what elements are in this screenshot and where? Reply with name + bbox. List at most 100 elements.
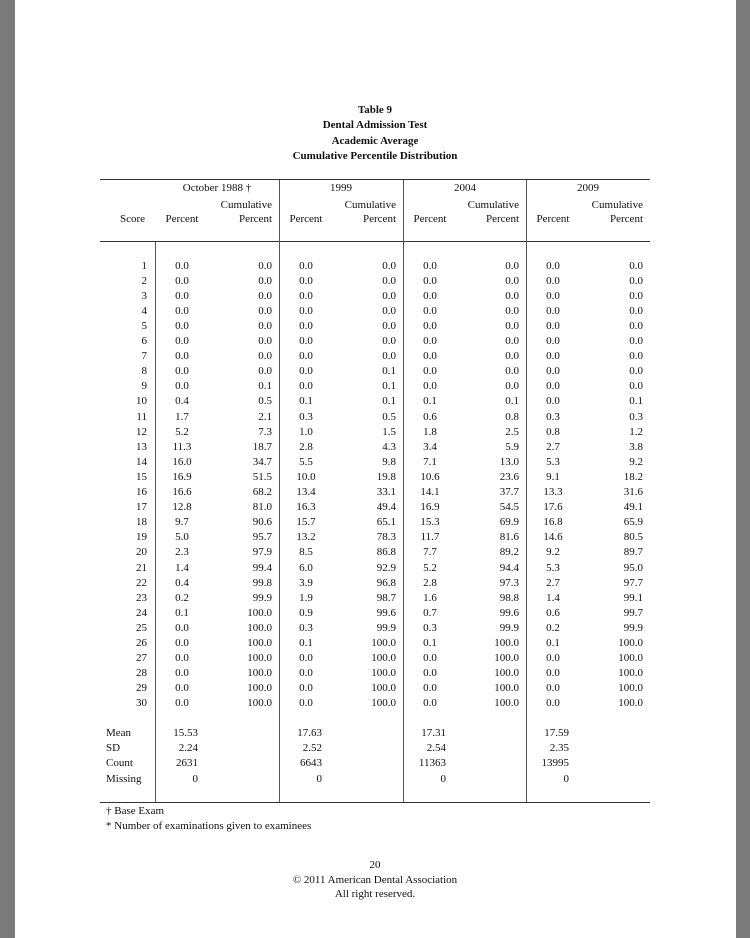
cumulative-header: Percent: [363, 213, 396, 225]
percent-cell: 0.0: [423, 365, 437, 378]
group-header: 1999: [330, 182, 352, 194]
percent-cell: 0.0: [175, 335, 189, 347]
document-page: [15, 0, 736, 938]
percent-cell: 0.0: [423, 380, 437, 393]
percent-header: Percent: [413, 213, 447, 225]
percent-cell: 0.4: [175, 576, 189, 589]
percent-cell: 0.0: [299, 304, 313, 317]
percent-cell: 0.0: [299, 274, 313, 287]
table-row: 4 0.0 0.0 0.0 0.0 0.0 0.0 0.0 0.0: [100, 304, 650, 319]
stat-label: Mean: [106, 727, 132, 739]
column-divider: [403, 180, 404, 802]
stat-row: Missing 0 0 0 0: [100, 772, 650, 787]
score-cell: 19: [136, 531, 147, 544]
percent-cell: 14.1: [420, 486, 440, 498]
cumulative-percent-cell: 19.8: [376, 470, 396, 483]
percent-cell: 0.0: [175, 637, 189, 649]
cumulative-percent-cell: 100.0: [371, 682, 396, 695]
cumulative-percent-cell: 0.0: [629, 350, 643, 363]
stat-value: 2.24: [178, 742, 198, 754]
cumulative-percent-cell: 99.9: [376, 621, 396, 634]
page-footer: 20 © 2011 American Dental Association Al…: [0, 858, 750, 902]
cumulative-percent-cell: 100.0: [247, 652, 272, 665]
percent-cell: 0.0: [423, 682, 437, 695]
table-row: 12 5.2 7.3 1.0 1.5 1.8 2.5 0.8 1.2: [100, 425, 650, 440]
percent-cell: 5.0: [175, 531, 189, 544]
table-row: 13 11.3 18.7 2.8 4.3 3.4 5.9 2.7 3.8: [100, 440, 650, 455]
stat-value: 2.52: [302, 742, 322, 754]
cumulative-percent-cell: 37.7: [499, 486, 519, 498]
header-top-rule: [100, 179, 650, 180]
percent-cell: 7.1: [423, 455, 437, 468]
score-cell: 10: [136, 395, 147, 408]
table-row: 1 0.0 0.0 0.0 0.0 0.0 0.0 0.0 0.0: [100, 259, 650, 274]
percent-cell: 0.0: [423, 259, 437, 272]
table-row: 7 0.0 0.0 0.0 0.0 0.0 0.0 0.0 0.0: [100, 349, 650, 364]
cumulative-percent-cell: 0.0: [382, 304, 396, 317]
stat-value: 0: [563, 773, 570, 785]
cumulative-percent-cell: 69.9: [499, 516, 519, 529]
percent-cell: 2.7: [546, 440, 560, 453]
cumulative-percent-cell: 89.7: [623, 546, 643, 559]
table-row: 2 0.0 0.0 0.0 0.0 0.0 0.0 0.0 0.0: [100, 274, 650, 289]
cumulative-percent-cell: 68.2: [252, 486, 272, 498]
cumulative-percent-cell: 0.0: [258, 289, 272, 302]
percent-cell: 0.0: [175, 380, 189, 393]
cumulative-percent-cell: 0.1: [382, 380, 396, 393]
cumulative-header: Percent: [239, 213, 272, 225]
cumulative-percent-cell: 100.0: [371, 697, 396, 710]
cumulative-percent-cell: 0.0: [505, 319, 519, 332]
cumulative-percent-cell: 100.0: [494, 637, 519, 649]
percent-cell: 11.7: [420, 531, 440, 544]
percent-cell: 0.0: [546, 289, 560, 302]
table-row: 18 9.7 90.6 15.7 65.1 15.3 69.9 16.8 65.9: [100, 515, 650, 530]
percent-cell: 5.5: [299, 455, 313, 468]
cumulative-percent-cell: 0.0: [382, 259, 396, 272]
cumulative-percent-cell: 0.0: [505, 335, 519, 347]
score-cell: 30: [136, 697, 147, 710]
cumulative-percent-cell: 0.0: [629, 289, 643, 302]
percent-cell: 1.9: [299, 591, 313, 604]
score-cell: 24: [136, 606, 147, 619]
cumulative-percent-cell: 0.0: [505, 304, 519, 317]
cumulative-percent-cell: 0.1: [505, 395, 519, 408]
stat-value: 13995: [541, 757, 570, 769]
cumulative-percent-cell: 0.1: [382, 395, 396, 408]
score-cell: 3: [141, 289, 148, 302]
cumulative-percent-cell: 98.8: [499, 591, 519, 604]
percent-cell: 12.8: [172, 501, 192, 514]
percent-cell: 0.0: [299, 350, 313, 363]
cumulative-percent-cell: 0.0: [382, 350, 396, 363]
percent-cell: 5.2: [175, 425, 189, 438]
percent-cell: 9.7: [175, 516, 189, 529]
percent-cell: 16.9: [420, 501, 440, 514]
cumulative-percent-cell: 100.0: [247, 621, 272, 634]
score-cell: 17: [136, 501, 147, 514]
percent-cell: 13.3: [543, 486, 563, 498]
cumulative-percent-cell: 100.0: [494, 652, 519, 665]
percent-cell: 1.0: [299, 425, 313, 438]
cumulative-header: Percent: [610, 213, 643, 225]
cumulative-percent-cell: 34.7: [252, 455, 272, 468]
percent-cell: 0.0: [175, 319, 189, 332]
cumulative-header: Percent: [486, 213, 519, 225]
score-cell: 11: [136, 410, 147, 423]
cumulative-percent-cell: 23.6: [499, 470, 519, 483]
cumulative-percent-cell: 0.0: [629, 335, 643, 347]
cumulative-percent-cell: 100.0: [618, 637, 643, 649]
percent-cell: 8.5: [299, 546, 313, 559]
cumulative-percent-cell: 0.0: [258, 365, 272, 378]
score-cell: 28: [136, 667, 147, 680]
cumulative-percent-cell: 81.6: [499, 531, 519, 544]
score-cell: 1: [141, 259, 148, 272]
percent-cell: 5.2: [423, 561, 437, 574]
stat-value: 6643: [300, 757, 322, 769]
cumulative-percent-cell: 13.0: [499, 455, 519, 468]
table-row: 25 0.0 100.0 0.3 99.9 0.3 99.9 0.2 99.9: [100, 621, 650, 636]
cumulative-percent-cell: 100.0: [618, 652, 643, 665]
percent-cell: 0.0: [175, 682, 189, 695]
table-row: 15 16.9 51.5 10.0 19.8 10.6 23.6 9.1 18.2: [100, 470, 650, 485]
cumulative-percent-cell: 31.6: [623, 486, 643, 498]
percent-cell: 1.6: [423, 591, 437, 604]
percent-cell: 0.0: [299, 697, 313, 710]
